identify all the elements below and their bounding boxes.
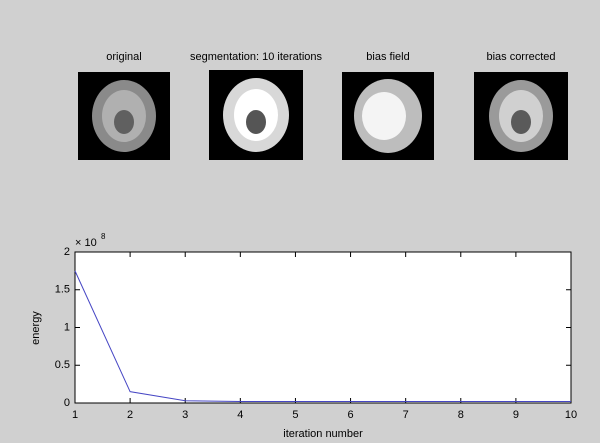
image-title: original	[106, 51, 141, 63]
brain-shape	[511, 110, 531, 134]
image-original	[78, 72, 170, 160]
x-tick-label: 7	[403, 409, 409, 421]
x-tick-label: 6	[347, 409, 353, 421]
x-tick-label: 2	[127, 409, 133, 421]
image-title: bias corrected	[486, 51, 555, 63]
y-tick-label: 1	[64, 321, 70, 333]
y-multiplier-power: 8	[101, 232, 106, 241]
image-bias-corrected	[474, 72, 568, 160]
image-title: bias field	[366, 51, 409, 63]
image-bias-field	[342, 72, 434, 160]
x-tick-label: 3	[182, 409, 188, 421]
x-tick-label: 8	[458, 409, 464, 421]
figure: original segmentation: 10 iterations bia…	[0, 0, 600, 443]
x-tick-label: 9	[513, 409, 519, 421]
x-tick-label: 1	[72, 409, 78, 421]
x-tick-label: 5	[292, 409, 298, 421]
brain-shape	[246, 110, 266, 134]
y-tick-label: 0.5	[55, 359, 70, 371]
x-tick-label: 10	[565, 409, 577, 421]
image-title: segmentation: 10 iterations	[190, 51, 323, 63]
brain-shape	[362, 92, 406, 140]
y-tick-label: 0	[64, 397, 70, 409]
y-tick-label: 2	[64, 246, 70, 258]
y-multiplier: × 10	[75, 237, 97, 249]
y-axis-label: energy	[30, 311, 42, 345]
plot-area	[75, 252, 571, 403]
y-tick-label: 1.5	[55, 284, 70, 296]
brain-shape	[114, 110, 134, 134]
x-tick-label: 4	[237, 409, 243, 421]
image-segmentation	[209, 70, 303, 160]
x-axis-label: iteration number	[283, 428, 363, 440]
